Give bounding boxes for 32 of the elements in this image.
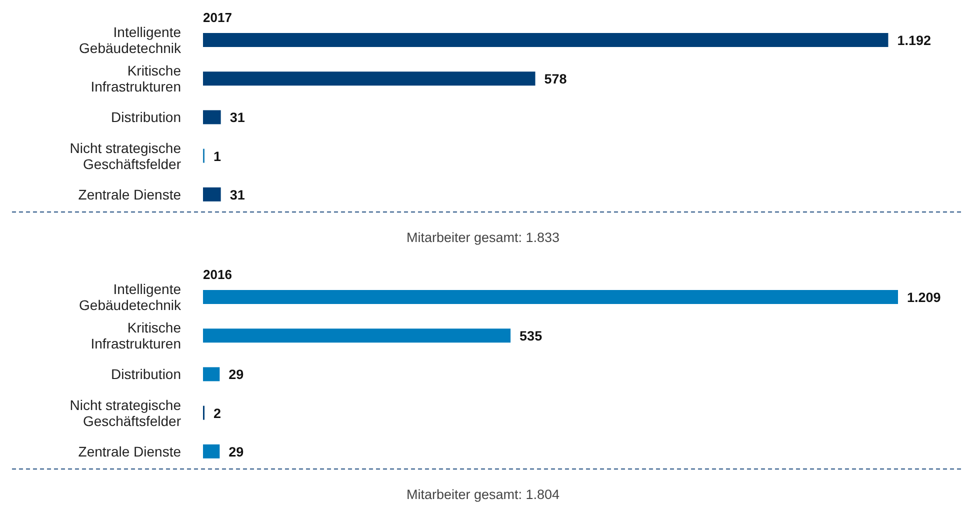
bar [203, 110, 221, 124]
data-label: 31 [230, 187, 246, 202]
chart-title: 2016 [203, 267, 232, 282]
bar [203, 187, 221, 202]
data-label: 2 [214, 406, 222, 421]
bar [203, 444, 220, 458]
y-tick-label: Intelligente Gebäudetechnik [79, 24, 182, 56]
bar [203, 367, 220, 382]
bar [203, 72, 536, 86]
y-tick-label: Zentrale Dienste [78, 443, 182, 460]
data-label: 1.209 [907, 290, 941, 305]
y-tick-label: Distribution [110, 109, 181, 126]
text: Mitarbeiter gesamt: 1.804 [406, 487, 560, 502]
data-label: 29 [228, 444, 244, 460]
data-label: 29 [228, 367, 244, 382]
y-tick-label: Nicht strategische Geschäftsfelder [70, 396, 182, 429]
y-tick-label: Kritische Infrastrukturen [90, 320, 182, 352]
data-label: 535 [520, 328, 543, 344]
y-tick-label: Zentrale Dienste [78, 186, 182, 202]
data-label: 31 [230, 110, 246, 126]
y-tick-label: Distribution [110, 366, 181, 382]
data-label: 578 [544, 72, 568, 87]
data-label: 1.192 [897, 33, 932, 48]
bar [203, 33, 888, 47]
chart-title: 2017 [203, 10, 232, 25]
data-label: 1 [214, 148, 222, 164]
y-tick-label: Intelligente Gebäudetechnik [79, 281, 182, 313]
bar [203, 290, 898, 304]
text: Mitarbeiter gesamt: 1.833 [406, 230, 560, 245]
y-tick-label: Kritische Infrastrukturen [90, 62, 182, 95]
y-tick-label: Nicht strategische Geschäftsfelder [70, 140, 182, 172]
bar [203, 328, 511, 343]
